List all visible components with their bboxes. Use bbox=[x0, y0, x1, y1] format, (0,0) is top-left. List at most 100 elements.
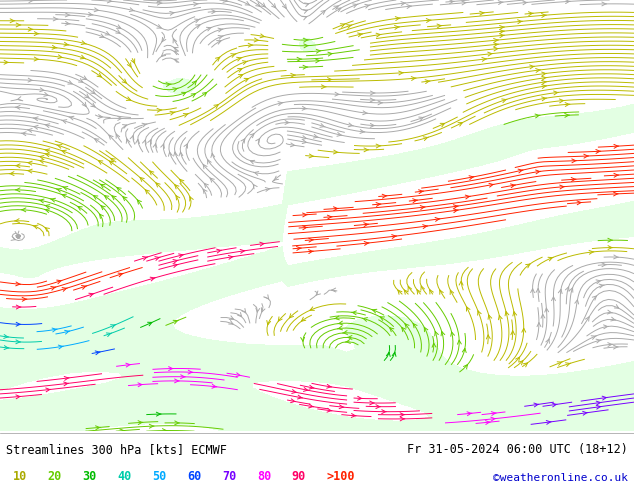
FancyArrowPatch shape bbox=[413, 199, 418, 202]
FancyArrowPatch shape bbox=[608, 245, 612, 249]
FancyArrowPatch shape bbox=[362, 318, 368, 321]
FancyArrowPatch shape bbox=[183, 114, 189, 117]
FancyArrowPatch shape bbox=[290, 399, 295, 403]
FancyArrowPatch shape bbox=[4, 60, 9, 64]
FancyArrowPatch shape bbox=[440, 123, 444, 127]
FancyArrowPatch shape bbox=[327, 384, 332, 388]
FancyArrowPatch shape bbox=[451, 332, 455, 336]
FancyArrowPatch shape bbox=[173, 264, 178, 268]
Text: 10: 10 bbox=[13, 470, 27, 483]
Text: 90: 90 bbox=[292, 470, 306, 483]
FancyArrowPatch shape bbox=[399, 71, 404, 75]
FancyArrowPatch shape bbox=[541, 72, 547, 76]
FancyArrowPatch shape bbox=[107, 0, 112, 3]
FancyArrowPatch shape bbox=[61, 120, 67, 123]
FancyArrowPatch shape bbox=[347, 24, 352, 28]
FancyArrowPatch shape bbox=[271, 3, 276, 8]
FancyArrowPatch shape bbox=[211, 153, 215, 157]
FancyArrowPatch shape bbox=[392, 235, 397, 239]
FancyArrowPatch shape bbox=[81, 286, 87, 289]
FancyArrowPatch shape bbox=[138, 200, 141, 204]
FancyArrowPatch shape bbox=[537, 323, 541, 327]
FancyArrowPatch shape bbox=[145, 190, 150, 194]
FancyArrowPatch shape bbox=[155, 257, 160, 260]
FancyArrowPatch shape bbox=[321, 10, 325, 14]
FancyArrowPatch shape bbox=[250, 160, 255, 164]
FancyArrowPatch shape bbox=[174, 48, 178, 51]
FancyArrowPatch shape bbox=[44, 153, 49, 157]
FancyArrowPatch shape bbox=[181, 375, 185, 379]
Text: 60: 60 bbox=[187, 470, 201, 483]
FancyArrowPatch shape bbox=[465, 195, 470, 199]
FancyArrowPatch shape bbox=[44, 149, 49, 152]
FancyArrowPatch shape bbox=[614, 305, 619, 308]
FancyArrowPatch shape bbox=[592, 296, 597, 300]
FancyArrowPatch shape bbox=[290, 143, 295, 147]
FancyArrowPatch shape bbox=[107, 333, 112, 337]
FancyArrowPatch shape bbox=[577, 201, 582, 205]
FancyArrowPatch shape bbox=[242, 61, 248, 64]
FancyArrowPatch shape bbox=[302, 226, 307, 230]
FancyArrowPatch shape bbox=[285, 121, 290, 124]
FancyArrowPatch shape bbox=[203, 165, 207, 169]
FancyArrowPatch shape bbox=[53, 17, 58, 21]
FancyArrowPatch shape bbox=[157, 0, 162, 2]
FancyArrowPatch shape bbox=[44, 205, 49, 208]
FancyArrowPatch shape bbox=[51, 287, 56, 290]
FancyArrowPatch shape bbox=[63, 382, 68, 386]
FancyArrowPatch shape bbox=[347, 336, 352, 340]
FancyArrowPatch shape bbox=[541, 97, 547, 101]
FancyArrowPatch shape bbox=[614, 192, 618, 196]
FancyArrowPatch shape bbox=[536, 170, 541, 174]
FancyArrowPatch shape bbox=[378, 101, 383, 105]
FancyArrowPatch shape bbox=[566, 287, 569, 291]
FancyArrowPatch shape bbox=[583, 411, 588, 415]
FancyArrowPatch shape bbox=[126, 139, 130, 143]
FancyArrowPatch shape bbox=[254, 38, 259, 42]
FancyArrowPatch shape bbox=[278, 101, 283, 105]
FancyArrowPatch shape bbox=[553, 91, 559, 95]
FancyArrowPatch shape bbox=[302, 140, 307, 144]
FancyArrowPatch shape bbox=[297, 246, 301, 250]
Text: 30: 30 bbox=[82, 470, 96, 483]
FancyArrowPatch shape bbox=[56, 280, 62, 284]
FancyArrowPatch shape bbox=[522, 328, 526, 332]
FancyArrowPatch shape bbox=[519, 361, 523, 365]
FancyArrowPatch shape bbox=[120, 429, 125, 433]
FancyArrowPatch shape bbox=[417, 290, 421, 294]
FancyArrowPatch shape bbox=[515, 357, 520, 362]
FancyArrowPatch shape bbox=[157, 108, 162, 112]
FancyArrowPatch shape bbox=[11, 237, 15, 241]
FancyArrowPatch shape bbox=[591, 336, 597, 340]
FancyArrowPatch shape bbox=[136, 140, 139, 144]
FancyArrowPatch shape bbox=[463, 365, 467, 369]
FancyArrowPatch shape bbox=[607, 310, 612, 314]
FancyArrowPatch shape bbox=[614, 173, 619, 177]
FancyArrowPatch shape bbox=[529, 12, 533, 16]
FancyArrowPatch shape bbox=[217, 41, 221, 44]
FancyArrowPatch shape bbox=[195, 19, 200, 23]
FancyArrowPatch shape bbox=[420, 206, 425, 209]
FancyArrowPatch shape bbox=[126, 363, 131, 367]
FancyArrowPatch shape bbox=[370, 98, 375, 102]
FancyArrowPatch shape bbox=[310, 307, 314, 310]
FancyArrowPatch shape bbox=[390, 328, 394, 332]
FancyArrowPatch shape bbox=[411, 76, 416, 80]
FancyArrowPatch shape bbox=[351, 311, 356, 315]
FancyArrowPatch shape bbox=[437, 24, 442, 28]
FancyArrowPatch shape bbox=[321, 85, 326, 89]
FancyArrowPatch shape bbox=[459, 281, 463, 285]
FancyArrowPatch shape bbox=[309, 238, 314, 242]
FancyArrowPatch shape bbox=[569, 288, 573, 292]
FancyArrowPatch shape bbox=[304, 388, 309, 392]
FancyArrowPatch shape bbox=[94, 139, 99, 143]
FancyArrowPatch shape bbox=[33, 117, 38, 121]
FancyArrowPatch shape bbox=[301, 337, 304, 341]
FancyArrowPatch shape bbox=[28, 78, 33, 82]
FancyArrowPatch shape bbox=[604, 325, 609, 329]
FancyArrowPatch shape bbox=[376, 144, 381, 148]
FancyArrowPatch shape bbox=[297, 57, 302, 61]
FancyArrowPatch shape bbox=[333, 150, 339, 154]
FancyArrowPatch shape bbox=[250, 134, 254, 138]
FancyArrowPatch shape bbox=[174, 152, 178, 156]
